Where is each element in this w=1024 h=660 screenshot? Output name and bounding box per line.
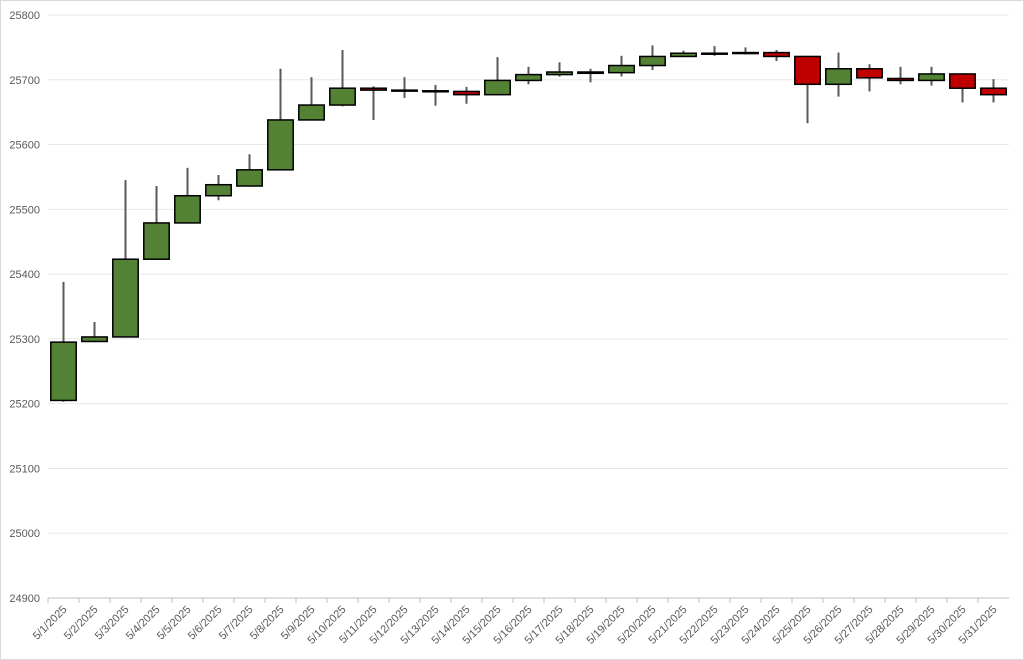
candle-body <box>825 68 852 86</box>
candle-body <box>856 68 883 79</box>
candle-body <box>701 52 728 55</box>
candle-body <box>515 73 542 82</box>
candle-body <box>639 55 666 67</box>
candle-body <box>143 222 170 260</box>
y-tick-label: 25400 <box>9 269 40 281</box>
candle-body <box>577 71 604 75</box>
y-tick-label: 25800 <box>9 10 40 22</box>
y-tick-label: 25600 <box>9 140 40 152</box>
candle-body <box>980 87 1007 96</box>
y-tick-label: 25700 <box>9 75 40 87</box>
candle-body <box>360 87 387 91</box>
candle-body <box>546 71 573 76</box>
candle-body <box>484 79 511 96</box>
candle-body <box>453 90 480 96</box>
candle-body <box>267 119 294 171</box>
candle-body <box>298 104 325 121</box>
candle-body <box>329 87 356 106</box>
candle-body <box>174 194 201 224</box>
candle-body <box>205 183 232 197</box>
y-tick-label: 25500 <box>9 204 40 216</box>
y-tick-label: 25000 <box>9 528 40 540</box>
candle-body <box>918 73 945 82</box>
candle-body <box>50 341 77 402</box>
candle-body <box>236 169 263 187</box>
candle-body <box>949 73 976 89</box>
candle-body <box>422 90 449 93</box>
candle-body <box>81 336 108 343</box>
y-tick-label: 25200 <box>9 399 40 411</box>
candle-body <box>608 64 635 74</box>
candle-body <box>112 258 139 338</box>
y-tick-label: 24900 <box>9 593 40 605</box>
candle-body <box>794 55 821 86</box>
candle-body <box>391 89 418 92</box>
candle-body <box>763 51 790 58</box>
candle-body <box>670 52 697 58</box>
y-tick-label: 25100 <box>9 463 40 475</box>
candle-body <box>887 77 914 82</box>
y-tick-label: 25300 <box>9 334 40 346</box>
candle-body <box>732 51 759 55</box>
